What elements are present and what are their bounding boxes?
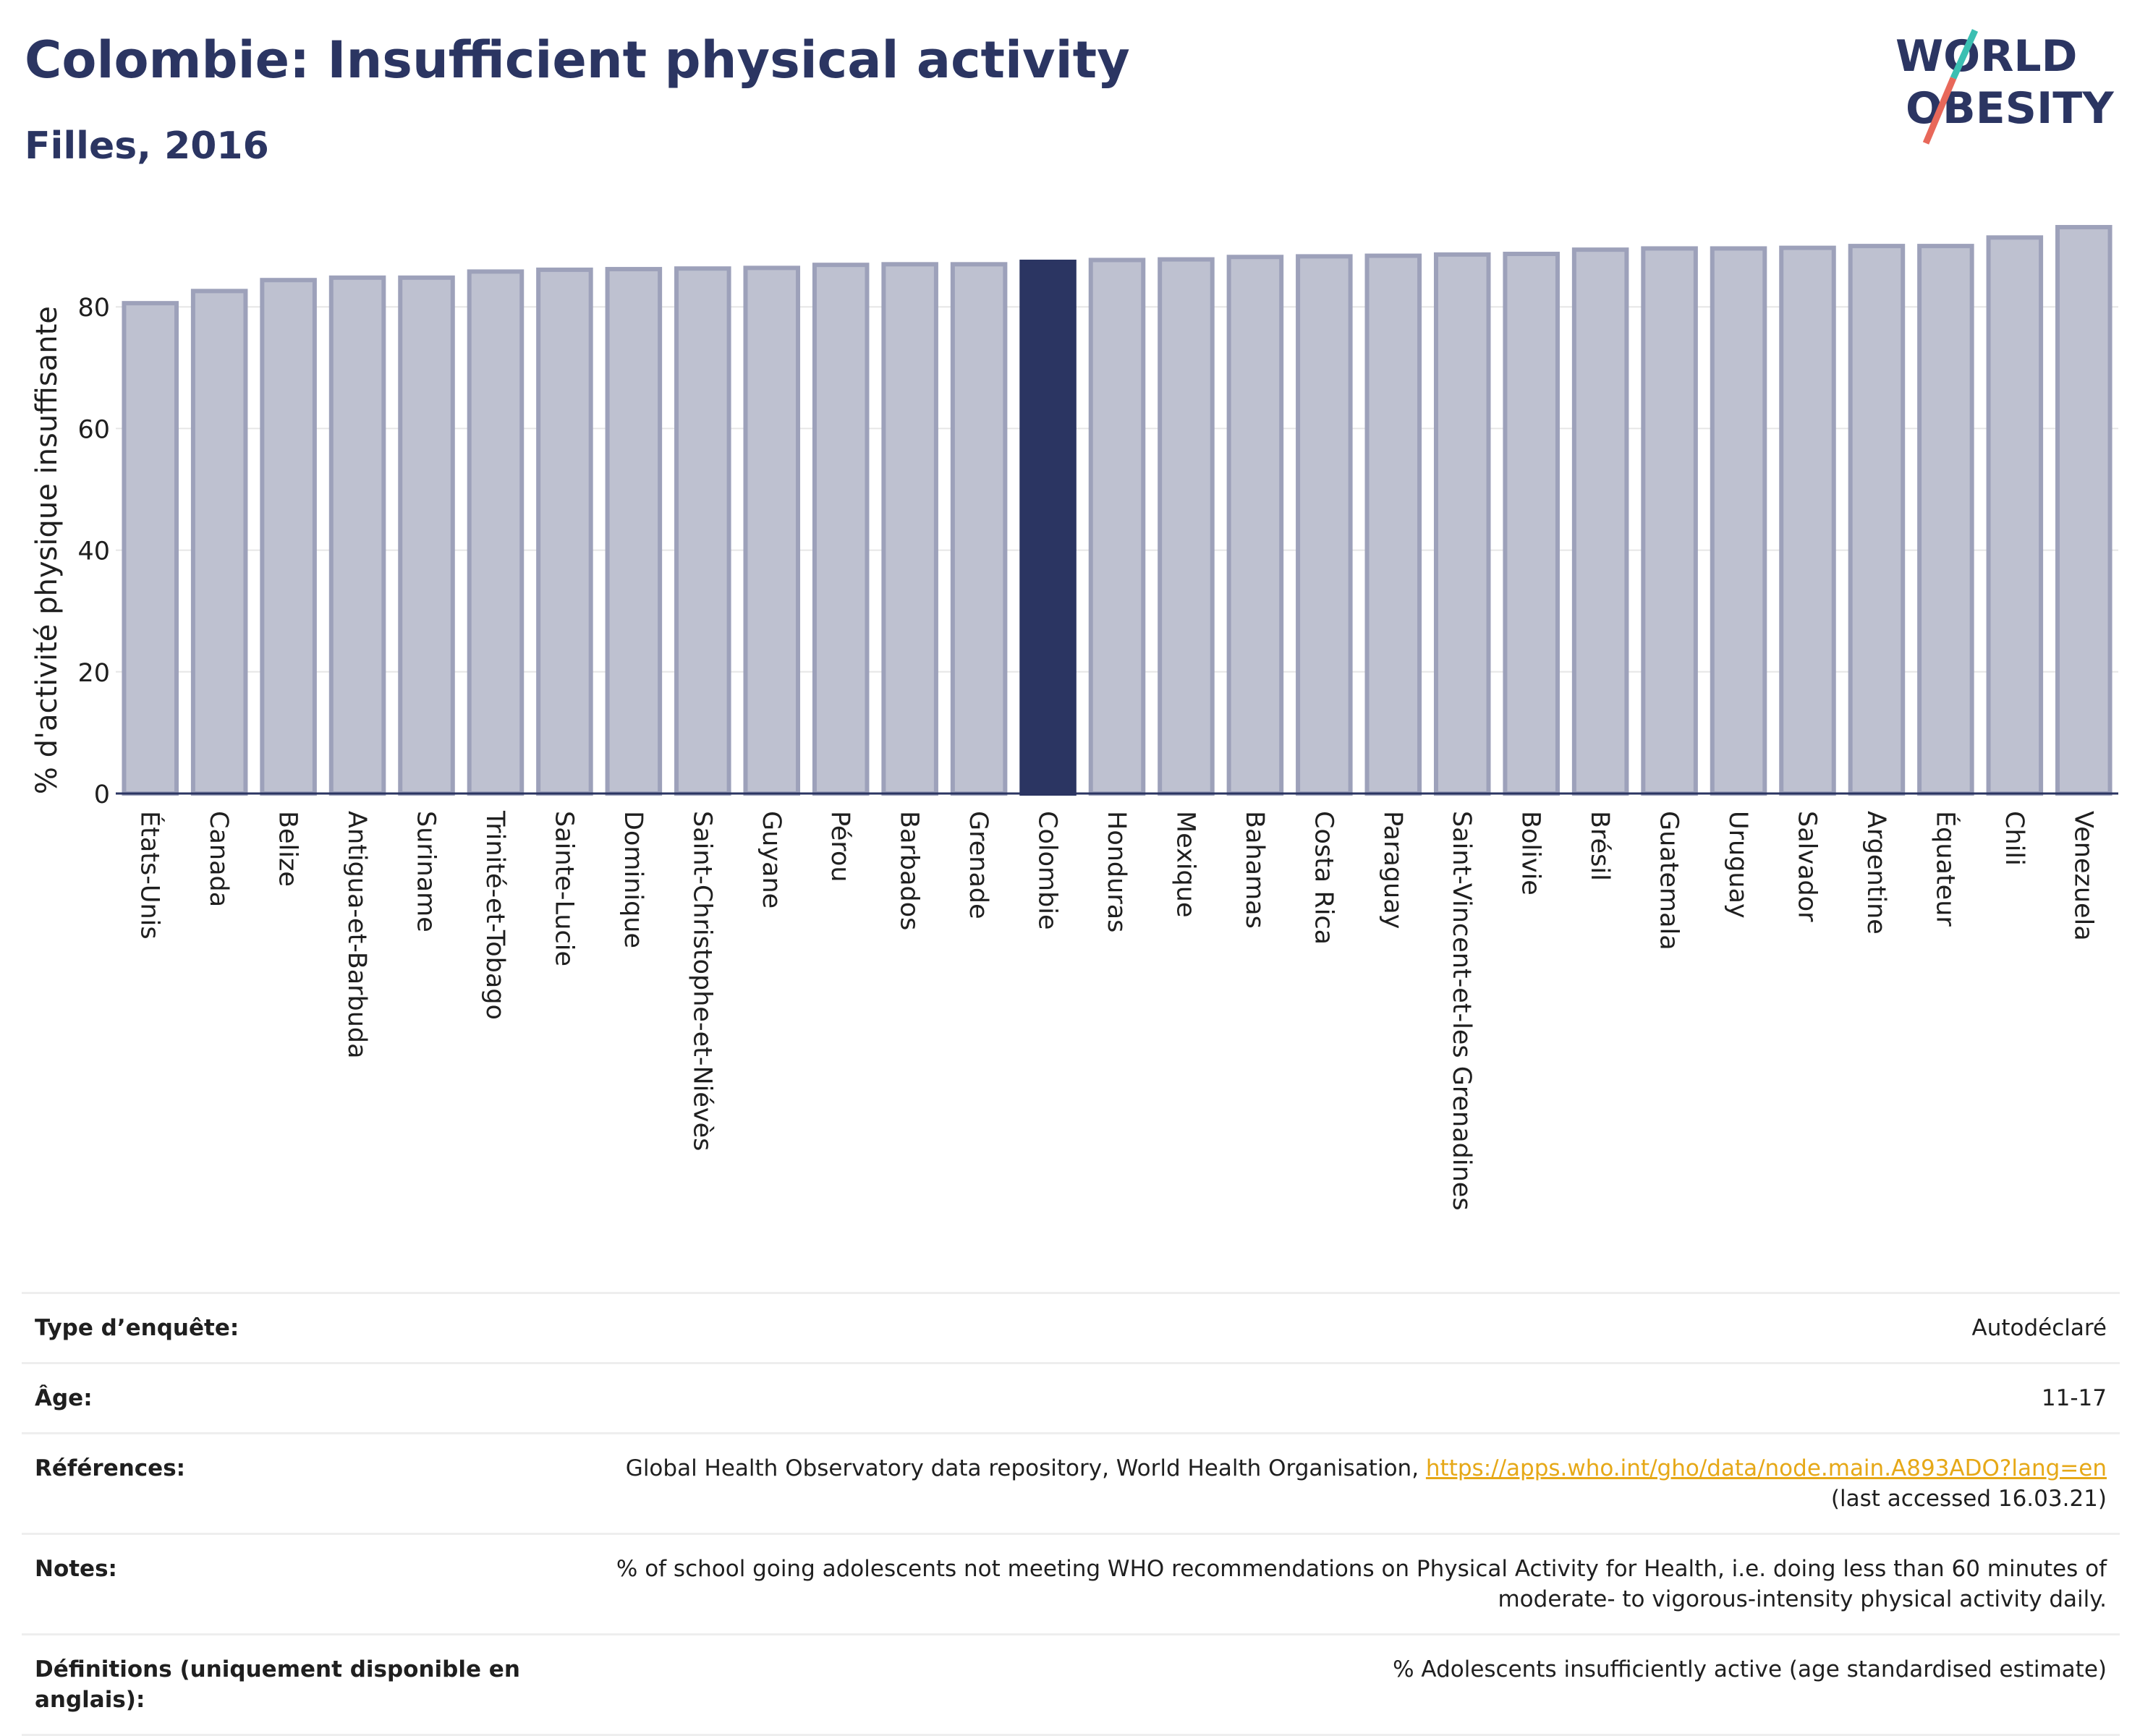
x-tick-label: Antigua-et-Barbuda [342, 811, 371, 1059]
x-tick-label: Guatemala [1655, 811, 1683, 950]
bar-11 [881, 262, 938, 796]
meta-row-survey-type: Type d’enquête: Autodéclaré [22, 1292, 2120, 1363]
bar-14 [1088, 258, 1146, 796]
y-tick-label: 60 [77, 415, 110, 444]
notes-line2: moderate- to vigorous-intensity physical… [1498, 1586, 2107, 1612]
x-tick-label: Belize [273, 811, 302, 887]
y-axis-title: % d'activité physique insuffisante [30, 306, 64, 794]
bar-10 [812, 263, 870, 796]
x-tick-label: Saint-Christophe-et-Niévès [687, 811, 716, 1151]
bar-21 [1571, 247, 1629, 796]
x-tick-label: Brésil [1585, 811, 1614, 881]
x-tick-label: Costa Rica [1309, 811, 1338, 945]
bar-25 [1848, 244, 1906, 796]
y-tick-label: 20 [77, 659, 110, 688]
x-tick-label: Salvador [1792, 811, 1821, 922]
meta-value: Autodéclaré [540, 1292, 2120, 1363]
meta-label-definitions: Définitions (uniquement disponible en an… [22, 1633, 540, 1736]
x-tick-label: Venezuela [2068, 811, 2097, 941]
x-tick-label: Bahamas [1240, 811, 1269, 929]
notes-line1: % of school going adolescents not meetin… [616, 1556, 2107, 1582]
bar-27 [1986, 235, 2044, 796]
logo-slash-red [1922, 77, 1957, 145]
x-tick-label: Colombie [1033, 811, 1062, 930]
x-tick-label: Suriname [412, 811, 441, 932]
bar-2 [260, 278, 317, 796]
reference-link[interactable]: https://apps.who.int/gho/data/node.main.… [1425, 1455, 2107, 1481]
x-tick-label: Saint-Vincent-et-les Grenadines [1447, 811, 1476, 1211]
definitions-label-line2: anglais): [35, 1687, 145, 1713]
y-tick-label: 40 [77, 537, 110, 566]
x-tick-label: Sainte-Lucie [549, 811, 578, 966]
bar-7 [605, 267, 663, 796]
x-tick-label: Paraguay [1378, 811, 1407, 929]
bar-13 [1019, 259, 1077, 796]
x-tick-label: Bolivie [1516, 811, 1545, 895]
bar-16 [1226, 255, 1284, 796]
x-tick-label: Barbados [895, 811, 924, 930]
bar-17 [1296, 254, 1353, 796]
meta-row-age: Âge: 11-17 [22, 1362, 2120, 1434]
y-tick-label: 80 [77, 294, 110, 323]
reference-text: Global Health Observatory data repositor… [625, 1455, 1419, 1481]
meta-label: Références: [22, 1432, 540, 1534]
bar-layer [122, 225, 2113, 796]
x-tick-label: Grenade [964, 811, 993, 919]
x-tick-label: Trinité-et-Tobago [480, 810, 509, 1020]
bar-4 [398, 275, 455, 796]
x-tick-label: Dominique [619, 811, 647, 948]
bar-12 [950, 262, 1008, 796]
x-tick-label: Pérou [825, 811, 854, 882]
meta-label: Notes: [22, 1533, 540, 1635]
x-tick-label: Guyane [757, 811, 786, 909]
bar-15 [1158, 257, 1215, 796]
bar-6 [536, 267, 593, 796]
meta-value-references: Global Health Observatory data repositor… [540, 1432, 2120, 1534]
meta-value-notes: % of school going adolescents not meetin… [540, 1533, 2120, 1635]
x-tick-label: Argentine [1861, 811, 1890, 935]
bar-19 [1433, 252, 1491, 796]
logo-line1: WORLD [1895, 31, 2077, 82]
world-obesity-logo: WORLD OBESITY [1895, 29, 2115, 145]
x-tick-label: Canada [204, 811, 233, 907]
bar-8 [674, 266, 731, 796]
x-tick-label: Mexique [1171, 811, 1199, 918]
axis-layer: 0 20 40 60 80 % d'activité physique insuffisa… [30, 294, 2118, 1211]
bar-5 [467, 269, 525, 796]
metadata-table: Type d’enquête: Autodéclaré Âge: 11-17 R… [22, 1292, 2120, 1736]
meta-label: Type d’enquête: [22, 1292, 540, 1363]
meta-row-definitions: Définitions (uniquement disponible en an… [22, 1633, 2120, 1736]
bar-9 [743, 265, 801, 796]
x-tick-label: Équateur [1930, 811, 1961, 927]
x-tick-label: Uruguay [1723, 811, 1752, 919]
meta-row-references: Références: Global Health Observatory da… [22, 1432, 2120, 1534]
x-tick-label: Honduras [1102, 811, 1131, 932]
bar-chart: 0 20 40 60 80 % d'activité physique insuffisa… [30, 225, 2118, 1211]
bar-1 [190, 289, 248, 796]
y-tick-label: 0 [94, 780, 110, 809]
definitions-label-line1: Définitions (uniquement disponible en [35, 1656, 520, 1682]
chart-title: Colombie: Insufficient physical activity [25, 30, 1130, 90]
bar-0 [122, 301, 179, 796]
bar-3 [328, 275, 386, 796]
bar-26 [1917, 244, 1974, 796]
meta-row-notes: Notes: % of school going adolescents not… [22, 1533, 2120, 1635]
x-tick-label: Chili [2000, 811, 2029, 866]
bar-24 [1779, 245, 1836, 796]
meta-value: 11-17 [540, 1362, 2120, 1434]
meta-label: Âge: [22, 1362, 540, 1434]
bar-22 [1641, 246, 1698, 796]
reference-accessed: (last accessed 16.03.21) [1830, 1486, 2107, 1512]
logo-slash-teal [1950, 29, 1979, 80]
chart-subtitle: Filles, 2016 [25, 124, 269, 168]
bar-18 [1364, 253, 1422, 796]
x-tick-label: États-Unis [135, 811, 166, 940]
bar-23 [1710, 246, 1767, 796]
bar-20 [1503, 252, 1560, 796]
meta-value: % Adolescents insufficiently active (age… [540, 1633, 2120, 1736]
bar-28 [2055, 225, 2113, 796]
